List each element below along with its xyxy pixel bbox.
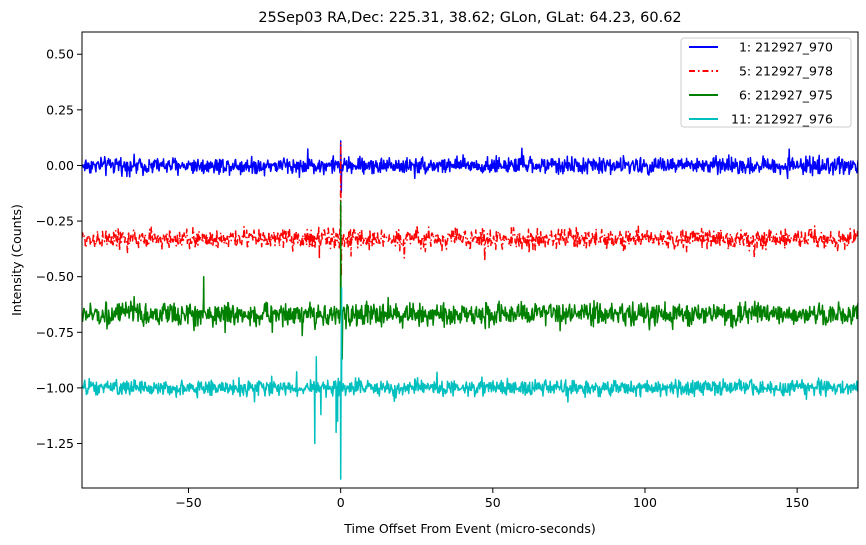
- series-line: [82, 142, 858, 278]
- y-tick-label: −1.25: [36, 436, 74, 451]
- legend-box: [680, 37, 852, 128]
- y-tick-label: 0.00: [46, 158, 74, 173]
- x-axis-label: Time Offset From Event (micro-seconds): [343, 521, 595, 536]
- legend-label: 1: 212927_970: [731, 40, 833, 55]
- series-line: [82, 200, 858, 360]
- legend-label: 11: 212927_976: [731, 112, 833, 127]
- x-tick-label: −50: [175, 495, 201, 510]
- legend-label: 5: 212927_978: [731, 64, 833, 79]
- y-tick-label: −0.25: [36, 214, 74, 229]
- series-layer: [82, 140, 858, 480]
- legend-label: 6: 212927_975: [731, 88, 833, 103]
- plot-frame: [81, 31, 859, 489]
- y-tick-label: −0.75: [36, 325, 74, 340]
- x-axis: −50 0 50 100 150: [175, 488, 809, 510]
- x-tick-label: 100: [633, 495, 657, 510]
- chart-title: 25Sep03 RA,Dec: 225.31, 38.62; GLon, GLa…: [258, 10, 681, 26]
- legend: 1: 212927_970 5: 212927_978 6: 212927_97…: [680, 37, 852, 128]
- series-line: [82, 287, 858, 480]
- y-axis: 0.50 0.25 0.00 −0.25 −0.50 −0.75 −1.00 −1.25: [36, 47, 82, 451]
- series-line: [82, 140, 858, 193]
- y-tick-label: −0.50: [36, 269, 74, 284]
- x-tick-label: 150: [785, 495, 809, 510]
- x-tick-label: 0: [337, 495, 345, 510]
- y-tick-label: 0.50: [46, 47, 74, 62]
- y-tick-label: 0.25: [46, 102, 74, 117]
- y-axis-label: Intensity (Counts): [9, 204, 24, 316]
- x-tick-label: 50: [485, 495, 501, 510]
- y-tick-label: −1.00: [36, 380, 74, 395]
